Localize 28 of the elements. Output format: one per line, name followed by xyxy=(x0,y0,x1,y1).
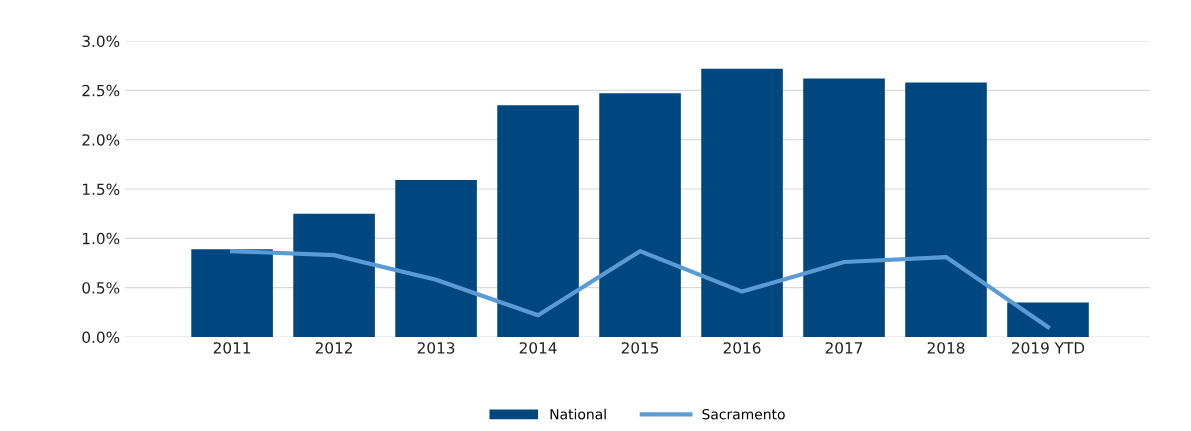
x-tick-label: 2011 xyxy=(213,342,251,354)
y-tick-label: 3.0% xyxy=(82,35,120,48)
bar xyxy=(191,249,273,337)
y-tick-label: 1.5% xyxy=(83,183,120,196)
y-tick-label: 1.0% xyxy=(83,232,120,245)
line-series xyxy=(230,249,1051,330)
y-tick-label: 0.5% xyxy=(82,282,120,294)
bar xyxy=(293,213,375,337)
legend-label: National xyxy=(550,408,606,420)
bar xyxy=(1007,302,1089,337)
x-tick-label: 2017 xyxy=(825,342,863,354)
x-tick-label: 2019 YTD xyxy=(1012,342,1085,354)
legend-label: Sacramento xyxy=(702,408,785,420)
y-tick-label: 0.0% xyxy=(82,331,120,344)
bar xyxy=(599,93,681,337)
x-tick-label: 2016 xyxy=(723,342,761,354)
bar xyxy=(905,82,987,337)
x-tick-label: 2012 xyxy=(315,342,352,354)
bar xyxy=(701,68,783,337)
x-tick-label: 2018 xyxy=(927,342,965,354)
bar xyxy=(803,78,885,337)
x-tick-label: 2015 xyxy=(621,342,659,354)
x-tick-label: 2014 xyxy=(519,342,557,354)
bar xyxy=(395,180,477,337)
x-tick-label: 2013 xyxy=(417,342,455,354)
y-tick-label: 2.0% xyxy=(82,134,120,146)
bar xyxy=(497,105,579,337)
y-tick-label: 2.5% xyxy=(82,84,120,97)
